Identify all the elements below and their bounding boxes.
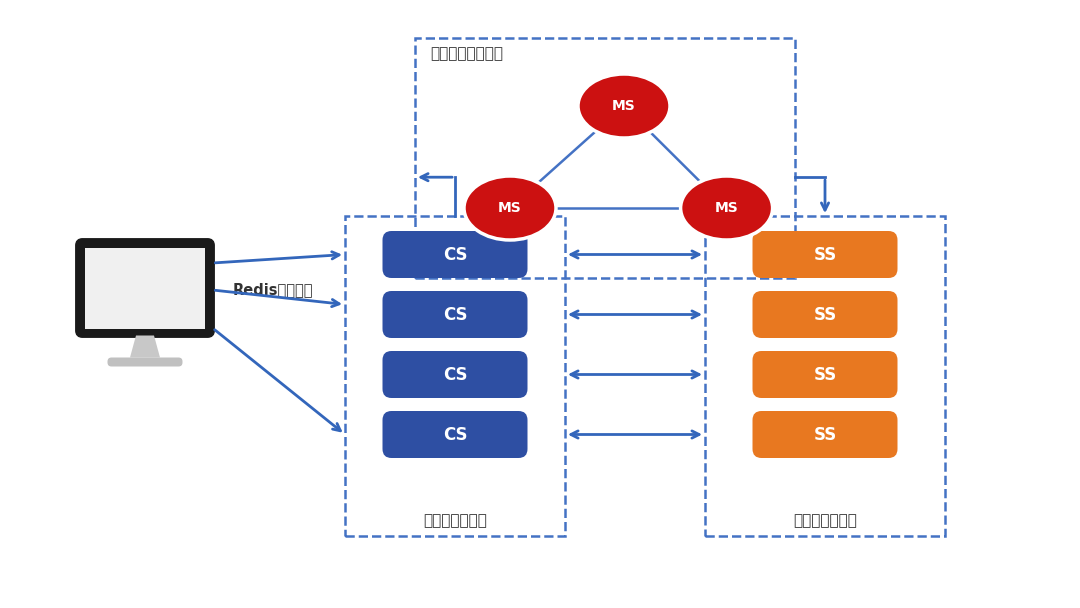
FancyBboxPatch shape bbox=[84, 247, 205, 328]
FancyBboxPatch shape bbox=[753, 411, 897, 458]
FancyBboxPatch shape bbox=[753, 231, 897, 278]
Text: CS: CS bbox=[443, 426, 468, 443]
Text: 存储服务器集群: 存储服务器集群 bbox=[793, 513, 856, 528]
Text: SS: SS bbox=[813, 365, 837, 384]
Text: CS: CS bbox=[443, 246, 468, 263]
Text: MS: MS bbox=[612, 99, 636, 113]
Text: CS: CS bbox=[443, 365, 468, 384]
Polygon shape bbox=[130, 336, 160, 358]
Text: SS: SS bbox=[813, 305, 837, 323]
FancyBboxPatch shape bbox=[382, 351, 527, 398]
Text: SS: SS bbox=[813, 426, 837, 443]
Text: 元数据服务器集群: 元数据服务器集群 bbox=[430, 46, 503, 61]
Text: 计算服务器集群: 计算服务器集群 bbox=[423, 513, 487, 528]
Text: MS: MS bbox=[715, 201, 739, 215]
Ellipse shape bbox=[680, 176, 772, 240]
FancyBboxPatch shape bbox=[382, 231, 527, 278]
Text: Redis通信协议: Redis通信协议 bbox=[233, 283, 313, 297]
FancyBboxPatch shape bbox=[78, 328, 213, 336]
Text: CS: CS bbox=[443, 305, 468, 323]
Ellipse shape bbox=[464, 176, 556, 240]
FancyBboxPatch shape bbox=[78, 241, 213, 336]
FancyBboxPatch shape bbox=[753, 291, 897, 338]
FancyBboxPatch shape bbox=[382, 411, 527, 458]
Text: SS: SS bbox=[813, 246, 837, 263]
FancyBboxPatch shape bbox=[753, 351, 897, 398]
Text: MS: MS bbox=[498, 201, 522, 215]
FancyBboxPatch shape bbox=[382, 291, 527, 338]
FancyBboxPatch shape bbox=[108, 358, 183, 367]
Ellipse shape bbox=[578, 74, 670, 138]
